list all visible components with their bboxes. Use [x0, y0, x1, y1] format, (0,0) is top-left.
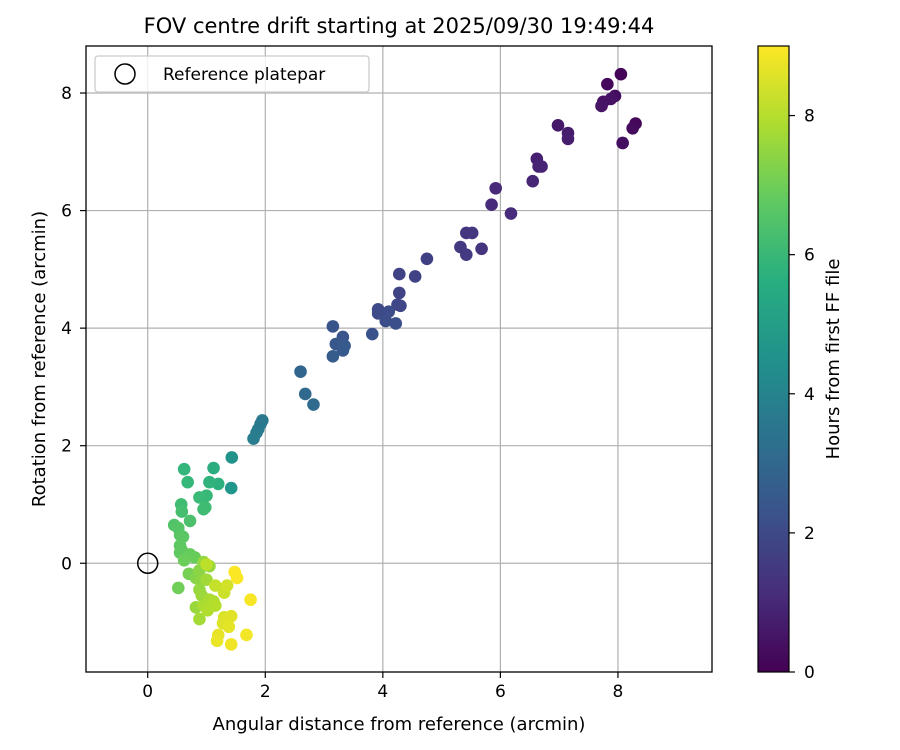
scatter-point: [616, 136, 629, 150]
x-axis-ticks: 0 2 4 6 8: [142, 672, 623, 702]
scatter-point: [240, 628, 253, 642]
scatter-point: [626, 121, 639, 135]
scatter-point: [171, 581, 185, 595]
x-axis-label: Angular distance from reference (arcmin): [213, 714, 586, 735]
scatter-point: [307, 398, 320, 411]
scatter-point: [220, 579, 234, 592]
scatter-point: [420, 252, 434, 266]
chart-title: FOV centre drift starting at 2025/09/30 …: [144, 14, 655, 38]
scatter-point: [551, 119, 565, 132]
scatter-point: [465, 226, 479, 240]
colorbar-frame: [757, 45, 790, 673]
scatter-point: [222, 620, 236, 634]
scatter-point: [193, 612, 206, 626]
scatter-point: [199, 501, 212, 514]
colorbar-ticks: 0 2 4 6 8: [789, 107, 815, 683]
scatter-point: [224, 638, 238, 651]
scatter-point: [175, 505, 189, 518]
y-axis-label: Rotation from reference (arcmin): [29, 211, 50, 507]
scatter-point: [601, 77, 614, 91]
plot-area: 0 2 4 6 8 0 2 4 6 8: [61, 45, 713, 702]
scatter-point: [326, 350, 340, 363]
plot-background: [86, 46, 712, 672]
x-tick-label: 6: [495, 682, 506, 702]
legend-box: [94, 55, 370, 93]
colorbar: 0 2 4 6 8 Hours from first FF file: [757, 45, 844, 683]
x-tick-label: 0: [142, 682, 153, 702]
colorbar-tick-label: 6: [804, 246, 815, 266]
scatter-point: [224, 481, 238, 495]
scatter-point: [371, 307, 385, 320]
scatter-point: [177, 554, 191, 567]
scatter-point: [408, 270, 422, 283]
reference-marker: [136, 552, 159, 575]
y-tick-label: 0: [61, 554, 72, 574]
scatter-point: [177, 462, 191, 476]
scatter-point: [504, 207, 518, 220]
scatter-point: [209, 579, 222, 592]
scatter-point: [336, 344, 350, 357]
x-tick-label: 4: [377, 682, 388, 702]
scatter-point: [207, 461, 220, 475]
colorbar-tick-label: 4: [804, 385, 815, 405]
scatter-point: [225, 451, 239, 464]
legend-entry: Reference platepar: [163, 65, 325, 85]
y-tick-label: 8: [61, 84, 72, 104]
scatter-point: [224, 609, 238, 623]
scatter-point: [595, 99, 608, 113]
plot-frame: [85, 45, 713, 673]
scatter-point: [244, 593, 257, 607]
colorbar-label: Hours from first FF file: [823, 259, 844, 460]
scatter-point: [614, 67, 628, 81]
scatter-point: [228, 565, 242, 579]
scatter-point: [183, 514, 197, 528]
scatter-point: [365, 327, 379, 341]
scatter-point: [210, 634, 224, 648]
scatter-point: [392, 267, 406, 281]
scatter-point: [475, 242, 488, 256]
y-tick-label: 6: [61, 202, 72, 222]
colorbar-tick-label: 8: [804, 107, 815, 127]
y-axis-ticks: 0 2 4 6 8: [61, 84, 86, 574]
legend-marker: [114, 63, 136, 85]
x-tick-label: 2: [260, 682, 271, 702]
scatter-point: [604, 92, 618, 106]
colorbar-tick-label: 0: [804, 663, 815, 683]
scatter-point: [193, 491, 206, 504]
grid-lines: [86, 46, 712, 672]
scatter-point: [485, 198, 498, 212]
scatter-point: [561, 132, 575, 146]
scatter-point: [526, 174, 540, 188]
scatter-point: [392, 286, 406, 300]
scatter-point: [379, 314, 393, 328]
scatter-point: [460, 248, 473, 261]
scatter-point: [489, 181, 502, 195]
scatter-point: [326, 320, 340, 333]
scatter-point: [181, 475, 194, 489]
colorbar-tick-label: 2: [804, 524, 815, 544]
scatter-point: [535, 160, 548, 173]
scatter-point: [294, 365, 307, 378]
scatter-point: [298, 387, 312, 401]
scatter-point: [247, 432, 260, 445]
scatter-point: [209, 599, 222, 612]
y-tick-label: 4: [61, 319, 72, 339]
scatter-point: [200, 558, 213, 571]
scatter-point: [203, 475, 216, 489]
scatter-point: [389, 317, 403, 330]
x-tick-label: 8: [613, 682, 624, 702]
legend: Reference platepar: [94, 55, 370, 93]
y-tick-label: 2: [61, 437, 72, 457]
colorbar-gradient: [758, 46, 789, 672]
data-points: [167, 67, 642, 651]
scatter-point: [391, 298, 404, 311]
